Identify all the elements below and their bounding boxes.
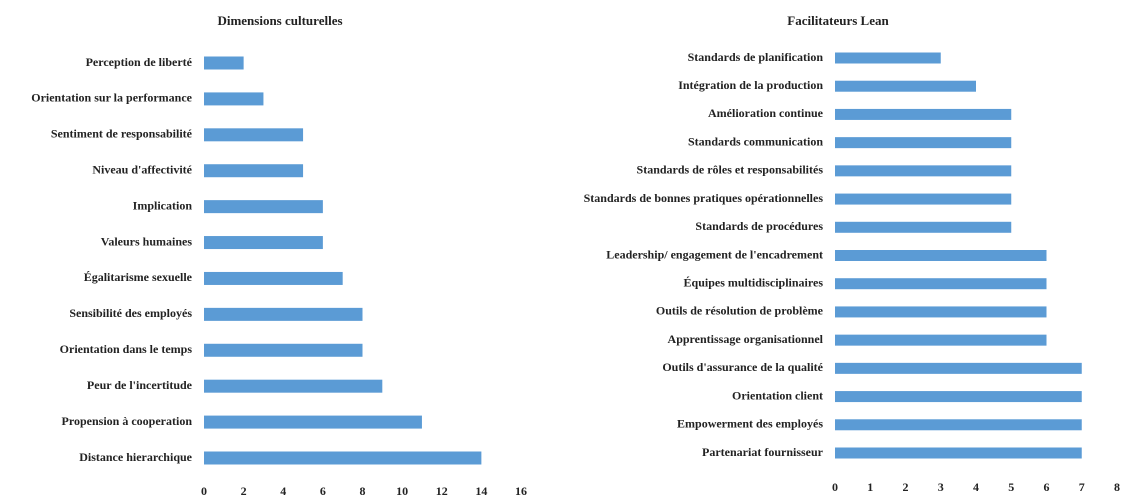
y-tick-label: Orientation sur la performance	[31, 91, 192, 105]
bar	[204, 128, 304, 142]
y-tick-label: Perception de liberté	[86, 55, 193, 69]
chart-title: Facilitateurs Lean	[787, 13, 889, 28]
y-tick-label: Sensibilité des employés	[69, 306, 192, 320]
bar	[835, 278, 1047, 290]
bar	[204, 236, 323, 250]
x-tick-label: 6	[1044, 480, 1050, 494]
x-tick-label: 8	[360, 484, 366, 498]
bar	[835, 108, 1012, 120]
bar	[204, 200, 323, 214]
bar	[204, 451, 482, 465]
bar	[204, 56, 244, 70]
y-tick-label: Empowerment des employés	[677, 417, 823, 431]
y-tick-label: Amélioration continue	[708, 106, 824, 120]
y-tick-label: Intégration de la production	[678, 78, 823, 92]
bar	[835, 447, 1082, 459]
y-tick-label: Outils d'assurance de la qualité	[662, 360, 823, 374]
bar	[835, 306, 1047, 318]
bar	[204, 92, 264, 106]
bar	[835, 221, 1012, 233]
bar	[204, 307, 363, 321]
y-tick-label: Standards communication	[688, 134, 823, 148]
bar	[835, 80, 976, 92]
x-tick-label: 16	[515, 484, 527, 498]
x-tick-label: 4	[973, 480, 979, 494]
bar	[204, 271, 343, 285]
x-tick-label: 0	[201, 484, 207, 498]
bar	[204, 379, 383, 393]
bar	[835, 334, 1047, 346]
y-tick-label: Apprentissage organisationnel	[668, 332, 824, 346]
x-tick-label: 14	[475, 484, 487, 498]
y-tick-label: Outils de résolution de problème	[656, 304, 824, 318]
bar	[835, 391, 1082, 403]
x-tick-label: 2	[903, 480, 909, 494]
y-tick-label: Standards de bonnes pratiques opérationn…	[584, 191, 824, 205]
x-tick-label: 10	[396, 484, 408, 498]
y-tick-label: Orientation dans le temps	[60, 342, 193, 356]
y-tick-label: Peur de l'incertitude	[87, 378, 193, 392]
y-tick-label: Standards de procédures	[695, 219, 823, 233]
bar	[204, 415, 422, 429]
x-tick-label: 5	[1008, 480, 1014, 494]
y-tick-label: Sentiment de responsabilité	[51, 127, 193, 141]
y-tick-label: Implication	[133, 198, 193, 212]
bar	[835, 362, 1082, 374]
y-tick-label: Équipes multidisciplinaires	[684, 275, 824, 289]
bar	[204, 164, 304, 178]
y-tick-label: Partenariat fournisseur	[702, 445, 824, 459]
bar	[835, 52, 941, 64]
y-tick-label: Standards de planification	[688, 50, 824, 64]
y-tick-label: Niveau d'affectivité	[92, 162, 192, 176]
bar	[835, 419, 1082, 431]
bar	[835, 137, 1012, 149]
x-tick-label: 1	[867, 480, 873, 494]
y-tick-label: Standards de rôles et responsabilités	[637, 163, 824, 177]
x-tick-label: 2	[241, 484, 247, 498]
x-tick-label: 6	[320, 484, 326, 498]
bar	[835, 250, 1047, 261]
x-tick-label: 0	[832, 480, 838, 494]
x-tick-label: 7	[1079, 480, 1085, 494]
bar	[835, 193, 1012, 205]
x-tick-label: 3	[938, 480, 944, 494]
y-tick-label: Leadership/ engagement de l'encadrement	[606, 247, 823, 261]
x-tick-label: 12	[436, 484, 448, 498]
bar	[204, 343, 363, 357]
y-tick-label: Distance hierarchique	[79, 450, 192, 464]
x-tick-label: 4	[280, 484, 286, 498]
y-tick-label: Propension à cooperation	[62, 414, 193, 428]
y-tick-label: Valeurs humaines	[101, 234, 193, 248]
chart-title: Dimensions culturelles	[217, 13, 342, 28]
bar	[835, 165, 1012, 177]
x-tick-label: 8	[1114, 480, 1120, 494]
y-tick-label: Égalitarisme sexuelle	[84, 270, 193, 284]
y-tick-label: Orientation client	[732, 388, 823, 402]
